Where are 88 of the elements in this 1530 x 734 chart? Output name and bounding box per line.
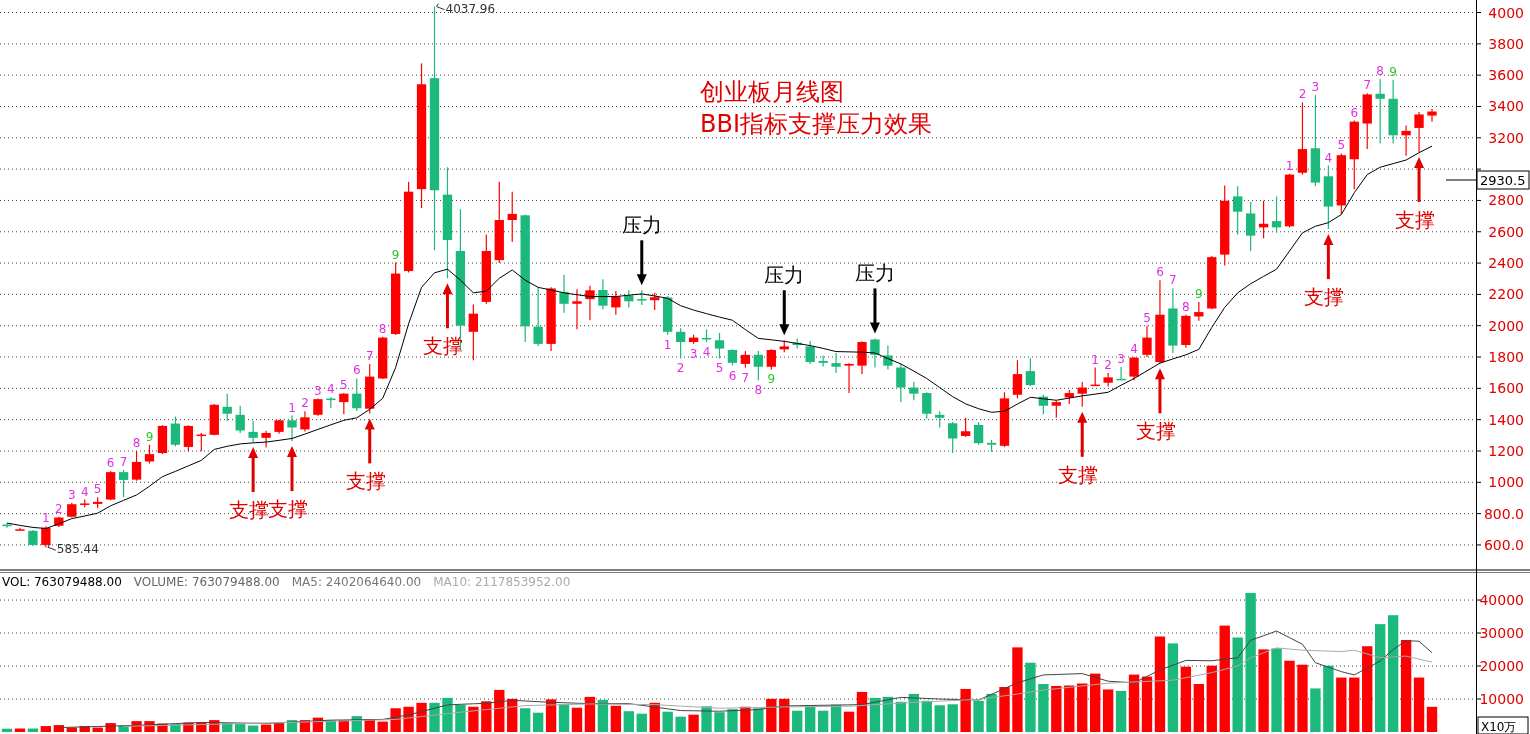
text: 5 (715, 361, 724, 376)
y-tick-label: 600.0 (1483, 536, 1524, 553)
text: 3 (1117, 351, 1125, 366)
text: 9 (1195, 286, 1203, 301)
y-tick-label: 2600 (1488, 223, 1524, 240)
y-tick-label: 20000 (1479, 658, 1524, 675)
text: 7 (365, 348, 374, 363)
text: 8 (754, 383, 763, 398)
text: 2 (1298, 87, 1307, 102)
y-axis-title: X10万 (1481, 720, 1517, 734)
ref-line-label: 2930.5 (1480, 173, 1526, 188)
text: 5 (1143, 310, 1151, 325)
y-tick-label: 3600 (1488, 67, 1524, 84)
text: 5 (340, 378, 348, 393)
annotation: 支撑 (345, 469, 386, 494)
text: BBI指标支撑压力效果 (700, 110, 933, 138)
y-tick-label: 800.0 (1483, 505, 1524, 522)
text: 3 (1311, 80, 1320, 95)
y-tick-label: 30000 (1479, 625, 1524, 642)
text: 7 (1169, 273, 1177, 288)
annotation: 支撑 (1304, 285, 1345, 310)
text: 6 (1156, 265, 1164, 280)
text: 6 (352, 363, 361, 378)
annotation: 支撑 (229, 498, 270, 523)
text: 3 (689, 346, 698, 361)
y-tick-label: 1400 (1488, 411, 1524, 428)
text: 8 (1182, 299, 1190, 314)
text: 1 (663, 337, 672, 352)
text: 2 (676, 361, 685, 376)
y-tick-label: 1200 (1488, 442, 1524, 459)
y-tick-label: 2400 (1488, 255, 1524, 272)
text: 2 (55, 501, 63, 516)
y-tick-label: 10000 (1479, 691, 1524, 708)
text: 4 (80, 484, 89, 499)
text: 8 (132, 435, 141, 450)
y-tick-label: 3200 (1488, 129, 1524, 146)
annotation: 压力 (621, 213, 662, 238)
text: 创业板月线图 (700, 78, 844, 106)
text: 7 (1363, 78, 1372, 93)
annotation: MA5: 2402064640.00 (291, 575, 422, 589)
text: 1 (42, 511, 50, 526)
annotation: VOLUME: 763079488.00 (133, 575, 280, 589)
unit-box: X10万 (1477, 716, 1529, 734)
text: 9 (1389, 64, 1397, 79)
y-tick-label: 3800 (1488, 35, 1524, 52)
annotation: 支撑 (1058, 462, 1099, 487)
annotation: 压力 (854, 261, 895, 286)
annotation: MA10: 2117853952.00 (433, 575, 571, 589)
text: 9 (145, 429, 154, 444)
annotation: 支撑 (423, 334, 464, 359)
y-tick-label: 1800 (1488, 349, 1524, 366)
y-tick-label: 1000 (1488, 474, 1524, 491)
text: 6 (1350, 105, 1359, 120)
annotation: 支撑 (1135, 419, 1176, 444)
y-tick-label: 2800 (1488, 192, 1524, 209)
text: 7 (119, 454, 128, 469)
text: 1 (288, 400, 296, 415)
text: 8 (378, 321, 387, 336)
annotation: 压力 (764, 263, 805, 288)
text: 6 (728, 368, 737, 383)
text: 7 (741, 370, 750, 385)
y-tick-label: 1600 (1488, 380, 1524, 397)
text: 5 (93, 482, 102, 497)
annotation: 支撑 (268, 497, 308, 522)
y-tick-label: 3400 (1488, 98, 1524, 115)
text: 3 (67, 487, 76, 502)
text: 2 (1104, 358, 1112, 373)
text: 9 (391, 247, 400, 262)
y-tick-label: 2000 (1488, 317, 1524, 334)
annotation: 支撑 (1395, 207, 1436, 232)
text: 4 (702, 345, 711, 359)
y-tick-label: 40000 (1479, 592, 1524, 609)
annotation: 585.44 (56, 542, 99, 557)
text: 3 (314, 383, 322, 398)
text: 1 (1091, 352, 1099, 367)
y-tick-label: 2200 (1488, 286, 1524, 303)
text: 9 (767, 372, 776, 387)
annotation: VOL: 763079488.00 (2, 575, 122, 589)
text: 4 (327, 381, 335, 396)
y-tick-label: 4000 (1488, 4, 1524, 21)
text: 1 (1285, 158, 1294, 173)
text: 2 (301, 396, 309, 411)
text: 8 (1376, 64, 1384, 79)
annotation: 4037.96 (445, 1, 496, 16)
text: 4 (1130, 342, 1138, 357)
text: 4 (1324, 150, 1333, 165)
text: 6 (106, 456, 115, 471)
text: 5 (1337, 138, 1346, 153)
